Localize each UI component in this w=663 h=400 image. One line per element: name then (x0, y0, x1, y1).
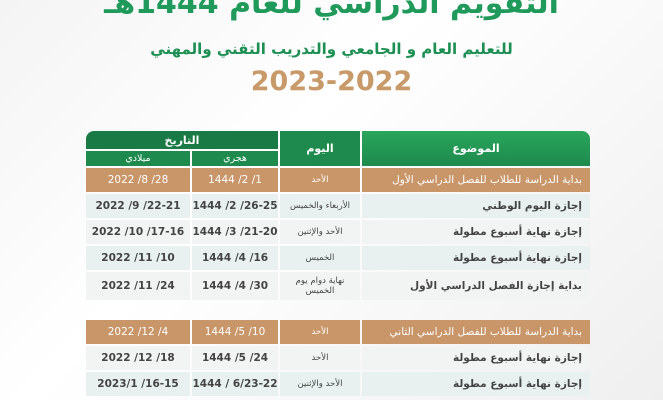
cell-day: الأربعاء والخميس (280, 194, 360, 218)
academic-year: 2023-2022 (250, 66, 413, 97)
cell-gregorian: 2022 /8 /28 (86, 168, 190, 192)
cell-day: الأحد (280, 320, 360, 344)
cell-day: الأحد (280, 168, 360, 192)
table-row: إجازة نهاية أسبوع مطولة الخميس 1444 /4 /16… (86, 246, 590, 270)
header-day: اليوم (280, 131, 360, 166)
cell-topic: إجازة اليوم الوطني (362, 194, 590, 218)
header-hijri: هجري (192, 151, 278, 166)
cell-gregorian: 2022 /9 /22-21 (86, 194, 190, 218)
cell-day: الأحد والإثنين (280, 372, 360, 396)
subtitle: للتعليم العام و الجامعي والتدريب التقني … (150, 40, 513, 58)
cell-gregorian: 2022 /11 /10 (86, 246, 190, 270)
header-gregorian: ميلادي (86, 151, 190, 166)
cell-gregorian: 2022 /12 /18 (86, 346, 190, 370)
cell-hijri: 1444 /2 /26-25 (192, 194, 278, 218)
cell-topic: بداية الدراسة للطلاب للفصل الدراسي الثان… (362, 320, 590, 344)
cell-hijri: 1444 /5 /24 (192, 346, 278, 370)
page-title: التقويم الدراسي للعام 1444هـ (104, 0, 559, 21)
header-topic: الموضوع (362, 131, 590, 166)
cell-day: الأحد (280, 346, 360, 370)
table-row: إجازة نهاية أسبوع مطولة الأحد والإثنين 144… (86, 220, 590, 244)
cell-hijri: 1444 /3 /21-20 (192, 220, 278, 244)
table-row: بداية الدراسة للطلاب للفصل الدراسي الثان… (86, 320, 590, 344)
table-row: إجازة نهاية أسبوع مطولة الأحد 1444 /5 /24 2… (86, 346, 590, 370)
cell-topic: إجازة نهاية أسبوع مطولة (362, 346, 590, 370)
cell-hijri: 1444 /5 /10 (192, 320, 278, 344)
table-row: بداية الدراسة للطلاب للفصل الدراسي الأول… (86, 168, 590, 192)
cell-hijri: 1444 / 6/23-22 (192, 372, 278, 396)
cell-topic: بداية إجازة الفصل الدراسي الأول (362, 272, 590, 300)
cell-hijri: 1444 /4 /16 (192, 246, 278, 270)
cell-topic: إجازة نهاية أسبوع مطولة (362, 246, 590, 270)
cell-hijri: 1444 /2 /1 (192, 168, 278, 192)
cell-topic: إجازة نهاية أسبوع مطولة (362, 220, 590, 244)
cell-day: الأحد والإثنين (280, 220, 360, 244)
cell-day: نهاية دوام يوم الخميس (280, 272, 360, 300)
cell-gregorian: 2023/1 /16-15 (86, 372, 190, 396)
cell-day: الخميس (280, 246, 360, 270)
cell-topic: إجازة نهاية أسبوع مطولة (362, 372, 590, 396)
header-date: التاريخ (86, 131, 278, 149)
cell-gregorian: 2022 /12 /4 (86, 320, 190, 344)
table-row: إجازة نهاية أسبوع مطولة الأحد والإثنين 144… (86, 372, 590, 396)
cell-gregorian: 2022 /10 /17-16 (86, 220, 190, 244)
cell-hijri: 1444 /4 /30 (192, 272, 278, 300)
table-row: إجازة اليوم الوطني الأربعاء والخميس 1444 /… (86, 194, 590, 218)
table-header: الموضوع اليوم التاريخ هجري ميلادي (86, 131, 590, 166)
cell-gregorian: 2022 /11 /24 (86, 272, 190, 300)
cell-topic: بداية الدراسة للطلاب للفصل الدراسي الأول (362, 168, 590, 192)
table-row: بداية إجازة الفصل الدراسي الأول نهاية دوا… (86, 272, 590, 300)
